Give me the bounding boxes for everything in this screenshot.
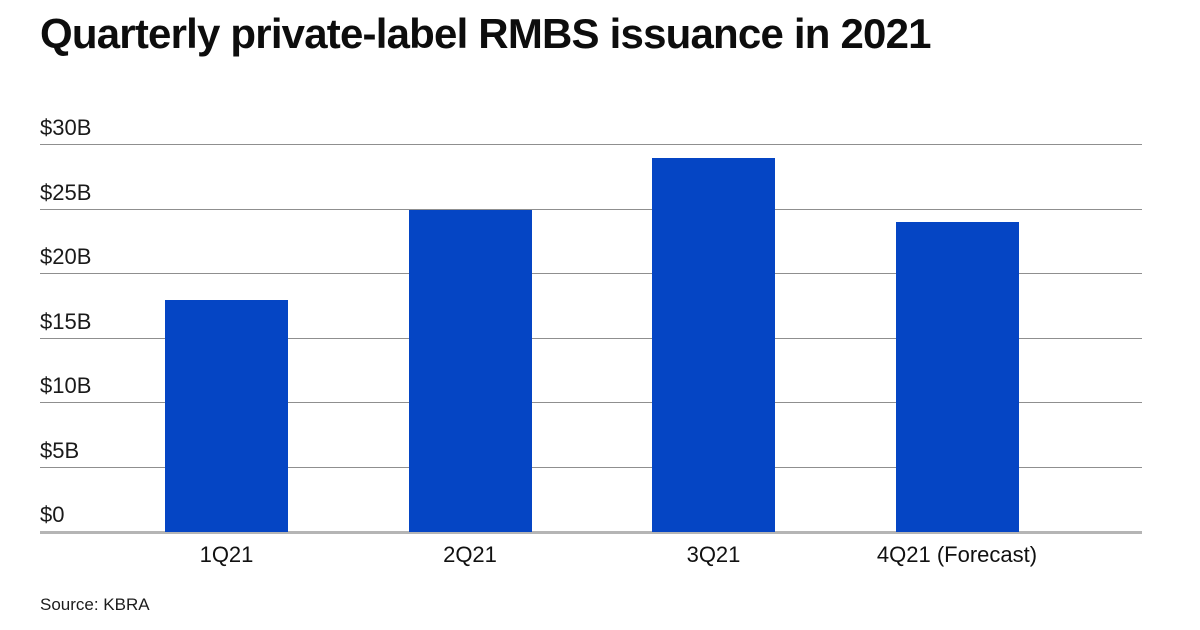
x-tick-label: 2Q21 xyxy=(443,542,497,567)
x-axis-baseline xyxy=(40,531,1142,534)
y-gridline xyxy=(40,208,1142,210)
y-gridline xyxy=(40,402,1142,403)
x-tick-label: 3Q21 xyxy=(686,542,741,567)
y-gridline xyxy=(40,466,1142,468)
y-tick-label: $0 xyxy=(40,502,65,527)
y-tick-label: $20B xyxy=(40,244,92,269)
source-note: Source: KBRA xyxy=(40,595,150,614)
y-tick-label: $25B xyxy=(40,179,92,205)
chart-title: Quarterly private-label RMBS issuance in… xyxy=(40,10,932,57)
x-tick-label: 4Q21 (Forecast) xyxy=(876,542,1038,567)
bar-3Q21 xyxy=(652,157,775,532)
y-gridline xyxy=(40,273,1142,274)
bar-2Q21 xyxy=(408,209,532,532)
y-tick-label: $15B xyxy=(40,308,92,334)
y-tick-label: $30B xyxy=(40,115,92,140)
y-tick-label: $5B xyxy=(40,437,80,463)
plot-area: $0 $5B $10B $15B $20B $25B $30B 1Q21 2Q21 3Q21 4Q2… xyxy=(40,117,1142,567)
y-tick-label: $10B xyxy=(40,373,92,398)
bar-4Q21 (Forecast) xyxy=(895,222,1019,532)
y-gridline xyxy=(40,337,1142,339)
x-tick-label: 1Q21 xyxy=(199,542,254,567)
y-gridline xyxy=(40,144,1142,145)
bar-1Q21 xyxy=(165,299,288,532)
